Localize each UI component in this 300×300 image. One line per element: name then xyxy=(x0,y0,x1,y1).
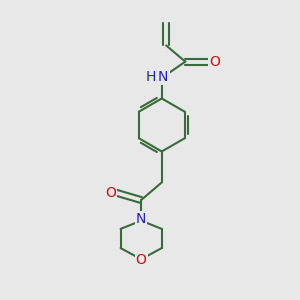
Text: O: O xyxy=(105,186,116,200)
Text: H: H xyxy=(146,70,156,84)
Text: O: O xyxy=(136,253,147,267)
Text: N: N xyxy=(136,212,146,226)
Text: N: N xyxy=(158,70,168,84)
Text: O: O xyxy=(209,55,220,69)
